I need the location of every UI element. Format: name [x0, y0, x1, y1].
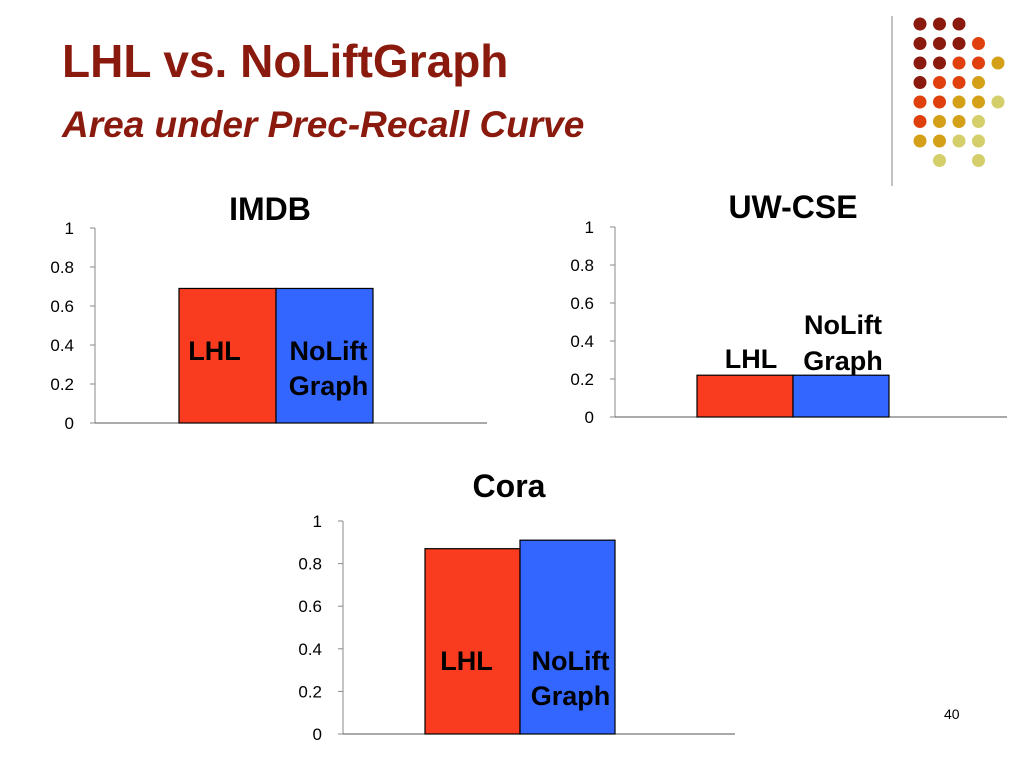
y-tick-label: 0.8 — [50, 258, 74, 277]
deco-dot — [933, 17, 946, 31]
deco-dot — [933, 76, 946, 89]
deco-dot — [952, 95, 966, 109]
y-tick-label: 0.4 — [50, 336, 74, 355]
deco-dot — [952, 115, 966, 128]
deco-dot — [972, 95, 985, 109]
y-tick-label: 0.8 — [570, 256, 594, 275]
deco-dot — [952, 37, 966, 50]
y-tick-label: 0.6 — [50, 297, 74, 316]
deco-dot — [952, 56, 966, 70]
deco-dot — [952, 17, 966, 31]
y-tick-label: 0.2 — [570, 370, 594, 389]
chart-title: Cora — [473, 468, 546, 504]
y-tick-label: 0 — [585, 408, 594, 427]
decorative-dot-pattern — [891, 16, 1005, 186]
bar-label-noliftgraph: Graph — [531, 681, 611, 711]
bar-label-noliftgraph: NoLift — [532, 646, 610, 676]
chart-title: IMDB — [229, 191, 311, 227]
deco-dot — [913, 37, 927, 50]
deco-dot — [913, 115, 927, 128]
deco-dot — [913, 95, 927, 109]
deco-dot — [972, 154, 985, 167]
y-tick-label: 0.8 — [298, 555, 322, 574]
deco-dot — [991, 56, 1005, 70]
bar-label-noliftgraph: Graph — [289, 371, 369, 401]
bar-lhl — [178, 287, 277, 424]
deco-dot — [913, 134, 927, 148]
deco-dot — [991, 95, 1005, 109]
chart-title: UW-CSE — [728, 189, 857, 225]
deco-dot — [933, 134, 946, 148]
y-tick-label: 0.6 — [298, 597, 322, 616]
deco-dot — [933, 95, 946, 109]
bar-label-noliftgraph: Graph — [803, 346, 883, 376]
y-tick-label: 0.4 — [570, 332, 594, 351]
deco-dot — [933, 37, 946, 50]
bar-noliftgraph — [275, 287, 374, 424]
deco-dot — [913, 76, 927, 89]
bar-lhl — [424, 548, 521, 735]
y-tick-label: 0 — [313, 725, 322, 744]
bar-noliftgraph — [792, 374, 890, 418]
deco-dot — [972, 37, 985, 50]
deco-dot — [952, 134, 966, 148]
slide-number: 40 — [944, 706, 960, 722]
deco-dot — [972, 115, 985, 128]
deco-dot — [913, 17, 927, 31]
deco-dot — [972, 56, 985, 70]
y-tick-label: 1 — [65, 219, 74, 238]
bar-label-lhl: LHL — [440, 646, 492, 676]
deco-dot — [933, 56, 946, 70]
slide-title: LHL vs. NoLiftGraph — [62, 35, 509, 87]
deco-dot — [933, 115, 946, 128]
deco-dot — [933, 154, 946, 167]
bar-label-noliftgraph: NoLift — [290, 336, 368, 366]
bar-label-lhl: LHL — [725, 344, 777, 374]
y-tick-label: 0.4 — [298, 640, 322, 659]
y-tick-label: 1 — [313, 512, 322, 531]
y-tick-label: 0.6 — [570, 294, 594, 313]
slide-subtitle: Area under Prec-Recall Curve — [62, 104, 585, 145]
deco-dot — [913, 56, 927, 70]
y-tick-label: 1 — [585, 218, 594, 237]
bar-label-lhl: LHL — [188, 336, 240, 366]
y-tick-label: 0.2 — [50, 375, 74, 394]
deco-dot — [952, 76, 966, 89]
y-tick-label: 0 — [65, 414, 74, 433]
deco-dot — [972, 134, 985, 148]
bar-noliftgraph — [519, 539, 616, 735]
y-tick-label: 0.2 — [298, 682, 322, 701]
deco-dot — [972, 76, 985, 89]
bar-lhl — [696, 374, 794, 418]
bar-label-noliftgraph: NoLift — [804, 310, 882, 340]
